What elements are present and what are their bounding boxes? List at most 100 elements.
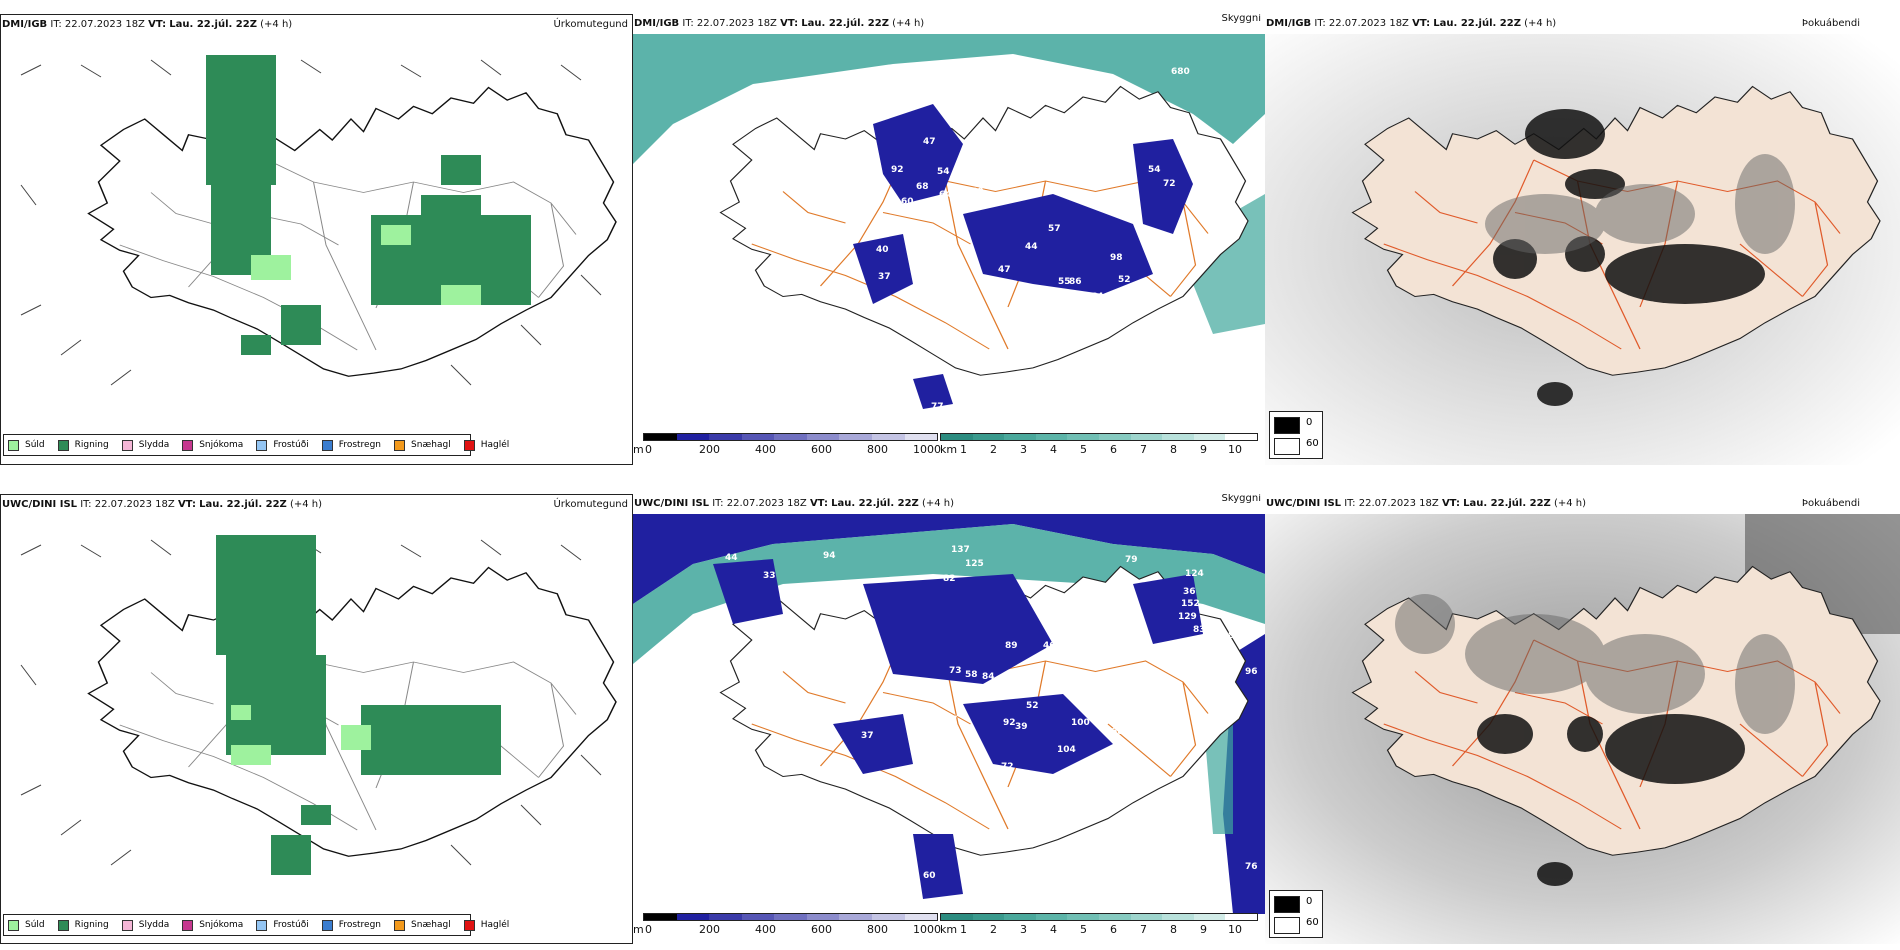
- legend-item: Haglél: [463, 919, 509, 931]
- svg-text:64: 64: [939, 190, 952, 200]
- svg-text:37: 37: [861, 731, 874, 741]
- svg-text:47: 47: [945, 715, 958, 725]
- visibility-colorbar: km 1 2 3 4 5 6 7 8 9 10: [940, 913, 1265, 943]
- svg-text:96: 96: [1245, 667, 1258, 677]
- svg-text:44: 44: [1025, 242, 1038, 252]
- fog-legend: 0 60: [1269, 411, 1323, 459]
- svg-text:92: 92: [891, 165, 904, 175]
- fog-map: [1265, 514, 1900, 944]
- legend-item: Frostregn: [321, 919, 381, 931]
- visibility-colorbar: km 1 2 3 4 5 6 7 8 9 10: [940, 433, 1265, 463]
- precip-type-panel-uwc: UWC/DINI ISL IT: 22.07.2023 18Z VT: Lau.…: [0, 494, 633, 944]
- panel-header: DMI/IGB IT: 22.07.2023 18Z VT: Lau. 22.j…: [2, 19, 293, 30]
- legend-item: Snjókoma: [182, 919, 243, 931]
- svg-text:89: 89: [1005, 641, 1018, 651]
- svg-text:72: 72: [1001, 762, 1014, 772]
- svg-text:55: 55: [1058, 277, 1071, 287]
- legend-item: Snæhagl: [394, 439, 451, 451]
- visibility-map: 680 47 54 50 60 64 68 60 92 39 40 37 38 …: [633, 34, 1265, 434]
- svg-text:54: 54: [1148, 165, 1161, 175]
- precip-legend: Súld Rigning Slydda Snjókoma Frostúði Fr…: [3, 914, 509, 936]
- svg-text:64: 64: [1091, 292, 1104, 302]
- precip-legend: Súld Rigning Slydda Snjókoma Frostúði Fr…: [3, 434, 509, 456]
- legend-item: Frostregn: [321, 439, 381, 451]
- fog-panel-dmi: DMI/IGB IT: 22.07.2023 18Z VT: Lau. 22.j…: [1265, 14, 1900, 465]
- panel-title: Úrkomutegund: [553, 499, 628, 510]
- svg-text:60: 60: [901, 197, 914, 207]
- visibility-map: 44 33 94 137 125 82 79 124 36 152 129 83…: [633, 514, 1265, 914]
- svg-text:47: 47: [998, 265, 1011, 275]
- panel-header: UWC/DINI ISL IT: 22.07.2023 18Z VT: Lau.…: [2, 499, 323, 510]
- panel-title: Úrkomutegund: [553, 19, 628, 30]
- precip-type-panel-dmi: DMI/IGB IT: 22.07.2023 18Z VT: Lau. 22.j…: [0, 14, 633, 465]
- svg-text:81: 81: [1211, 629, 1224, 639]
- fog-panel-uwc: UWC/DINI ISL IT: 22.07.2023 18Z VT: Lau.…: [1265, 494, 1900, 944]
- svg-text:124: 124: [1185, 569, 1204, 579]
- svg-text:46: 46: [1043, 641, 1056, 651]
- cloudbase-colorbar: m 0 200 400 600 800 1000: [633, 433, 941, 463]
- legend-item: Frostúði: [256, 439, 309, 451]
- visibility-panel-uwc: UWC/DINI ISL IT: 22.07.2023 18Z VT: Lau.…: [633, 494, 1265, 944]
- svg-text:52: 52: [1026, 701, 1039, 711]
- svg-text:47: 47: [923, 137, 936, 147]
- svg-text:73: 73: [949, 666, 962, 676]
- svg-text:86: 86: [1069, 277, 1082, 287]
- cloudbase-colorbar: m 0 200 400 600 800 1000: [633, 913, 941, 943]
- legend-item: Súld: [8, 439, 45, 451]
- legend-item: Rigning: [57, 439, 109, 451]
- svg-text:39: 39: [873, 227, 886, 237]
- legend-item: Slydda: [121, 439, 169, 451]
- svg-text:100: 100: [1071, 718, 1090, 728]
- svg-text:137: 137: [951, 545, 970, 555]
- svg-text:35: 35: [1043, 686, 1056, 696]
- panel-header: UWC/DINI ISL IT: 22.07.2023 18Z VT: Lau.…: [634, 498, 955, 509]
- svg-text:60: 60: [971, 187, 984, 197]
- svg-text:37: 37: [878, 272, 891, 282]
- fog-legend: 0 60: [1269, 890, 1323, 938]
- svg-text:44: 44: [725, 553, 738, 563]
- svg-text:52: 52: [1118, 275, 1131, 285]
- panel-title: Skyggni: [1221, 14, 1261, 24]
- svg-text:68: 68: [1111, 727, 1124, 737]
- svg-text:84: 84: [982, 672, 995, 682]
- legend-item: Haglél: [463, 439, 509, 451]
- legend-item: Snjókoma: [182, 439, 243, 451]
- panel-title: Þokuábendi: [1801, 498, 1860, 509]
- svg-text:125: 125: [965, 559, 984, 569]
- svg-text:68: 68: [916, 182, 929, 192]
- legend-item: Snæhagl: [394, 919, 451, 931]
- legend-item: Rigning: [57, 919, 109, 931]
- svg-text:104: 104: [1057, 745, 1076, 755]
- svg-text:39: 39: [1015, 722, 1028, 732]
- svg-text:76: 76: [1245, 862, 1258, 872]
- svg-text:50: 50: [959, 167, 972, 177]
- svg-text:44: 44: [1045, 297, 1058, 307]
- panel-title: Þokuábendi: [1801, 18, 1860, 29]
- precip-map: [20, 55, 617, 386]
- svg-text:83: 83: [1228, 631, 1241, 641]
- svg-text:72: 72: [1163, 179, 1176, 189]
- panel-header: UWC/DINI ISL IT: 22.07.2023 18Z VT: Lau.…: [1266, 498, 1587, 509]
- legend-item: Slydda: [121, 919, 169, 931]
- svg-text:92: 92: [1003, 718, 1016, 728]
- svg-text:94: 94: [823, 551, 836, 561]
- svg-text:36: 36: [1183, 587, 1196, 597]
- svg-text:37: 37: [983, 337, 996, 347]
- svg-text:57: 57: [1048, 224, 1061, 234]
- svg-text:152: 152: [1181, 599, 1200, 609]
- svg-text:54: 54: [937, 167, 950, 177]
- svg-text:40: 40: [876, 245, 889, 255]
- svg-text:79: 79: [1125, 555, 1138, 565]
- svg-text:33: 33: [763, 571, 776, 581]
- svg-text:82: 82: [943, 574, 956, 584]
- panel-header: DMI/IGB IT: 22.07.2023 18Z VT: Lau. 22.j…: [634, 18, 925, 29]
- svg-text:98: 98: [1110, 253, 1123, 263]
- legend-item: Frostúði: [256, 919, 309, 931]
- legend-item: Súld: [8, 919, 45, 931]
- panel-header: DMI/IGB IT: 22.07.2023 18Z VT: Lau. 22.j…: [1266, 18, 1557, 29]
- visibility-panel-dmi: DMI/IGB IT: 22.07.2023 18Z VT: Lau. 22.j…: [633, 14, 1265, 465]
- svg-text:60: 60: [923, 871, 936, 881]
- svg-text:65: 65: [1005, 680, 1018, 690]
- svg-text:680: 680: [1171, 67, 1190, 77]
- svg-text:59: 59: [938, 252, 951, 262]
